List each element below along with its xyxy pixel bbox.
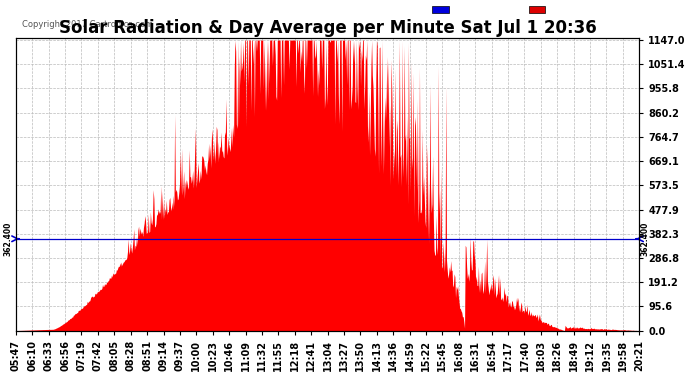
Text: 362.400: 362.400 [3,222,12,256]
Text: Copyright 2017 Cartronics.com: Copyright 2017 Cartronics.com [22,20,153,29]
Title: Solar Radiation & Day Average per Minute Sat Jul 1 20:36: Solar Radiation & Day Average per Minute… [59,20,596,38]
Legend: Median (w/m2), Radiation (w/m2): Median (w/m2), Radiation (w/m2) [431,4,635,16]
Text: 362.400: 362.400 [640,222,649,256]
